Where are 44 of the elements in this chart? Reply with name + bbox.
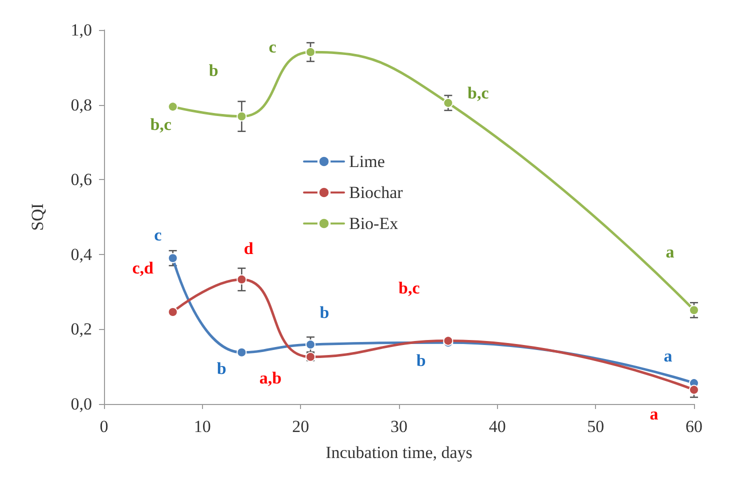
data-label: a (666, 242, 675, 262)
data-label: a (650, 404, 659, 424)
x-tick-label: 40 (488, 417, 506, 436)
data-label: a (664, 346, 673, 366)
y-tick-label: 0,8 (70, 95, 92, 114)
x-tick-label: 60 (686, 417, 702, 436)
data-label: a,b (259, 368, 282, 388)
y-axis-title: SQI (28, 202, 47, 231)
data-label: b (208, 60, 218, 80)
point (168, 307, 178, 317)
point (168, 253, 178, 264)
data-label: c,d (132, 258, 154, 278)
x-tick-label: 10 (194, 417, 211, 436)
legend-label: Lime (349, 152, 385, 171)
x-axis-title: Incubation time, days (326, 443, 472, 462)
data-label: b (216, 358, 226, 378)
data-label: d (244, 238, 254, 258)
point (236, 274, 247, 284)
data-label: b,c (398, 278, 420, 298)
x-tick-label: 30 (390, 417, 408, 436)
y-tick-label: 0,6 (70, 170, 92, 190)
point (306, 340, 316, 350)
x-tick-label: 20 (292, 417, 310, 436)
x-tick-label: 0 (100, 417, 108, 436)
x-tick-label: 50 (587, 417, 604, 436)
point (168, 102, 178, 112)
data-label: b,c (150, 115, 172, 134)
y-tick-label: 1,0 (70, 20, 92, 40)
data-label: b (320, 303, 330, 322)
point (236, 111, 247, 122)
point (236, 347, 247, 358)
y-tick-label: 0,0 (70, 394, 92, 414)
legend-label: Biochar (349, 183, 404, 202)
point (306, 47, 316, 58)
data-label: b,c (468, 83, 490, 102)
point (689, 305, 699, 316)
data-label: b (416, 351, 426, 370)
y-tick-label: 0,4 (70, 244, 92, 264)
data-label: c (268, 38, 277, 57)
point (443, 98, 454, 108)
y-tick-label: 0,2 (70, 320, 92, 339)
point (689, 384, 699, 395)
legend-label: Bio-Ex (349, 214, 399, 233)
data-label: c (154, 226, 162, 245)
